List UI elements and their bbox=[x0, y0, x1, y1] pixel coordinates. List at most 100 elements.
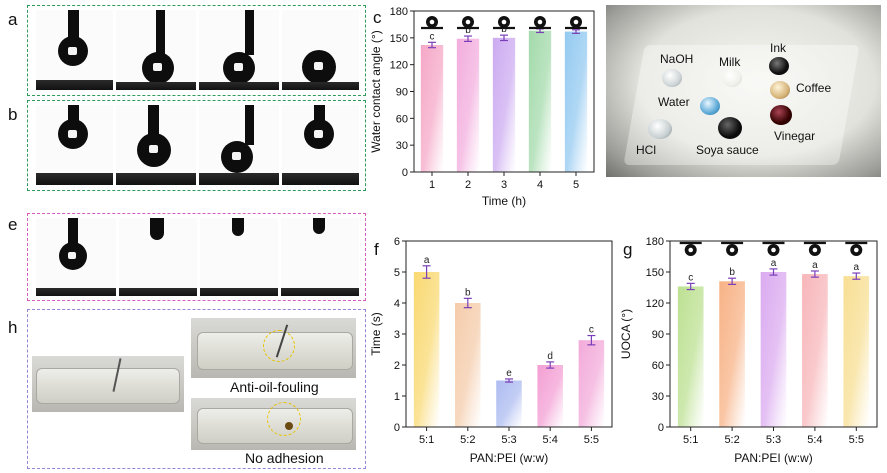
y-tick-label: 30 bbox=[652, 391, 664, 403]
bar-2 bbox=[456, 38, 480, 172]
y-tick-label: 120 bbox=[390, 60, 408, 72]
droplet-photo-e2 bbox=[119, 218, 197, 296]
droplet-photo-b3 bbox=[199, 105, 279, 185]
significance-letter: c bbox=[589, 325, 594, 336]
significance-letter: e bbox=[506, 368, 512, 379]
ink-label: Ink bbox=[770, 41, 787, 55]
x-tick-label: 5:2 bbox=[460, 434, 475, 446]
x-tick-label: 3 bbox=[501, 179, 507, 191]
droplet-photo-b1 bbox=[36, 105, 113, 185]
droplet-highlight bbox=[465, 19, 471, 25]
significance-letter: a bbox=[812, 260, 818, 271]
significance-letter: c bbox=[688, 272, 693, 283]
panel-label-h: h bbox=[8, 318, 18, 337]
bar-5 bbox=[564, 31, 588, 173]
droplet-photo-b2 bbox=[116, 105, 196, 185]
x-tick-label: 5:5 bbox=[584, 434, 599, 446]
naoh-droplet bbox=[662, 69, 682, 87]
panel-a-frame bbox=[27, 5, 366, 96]
y-tick-label: 180 bbox=[390, 6, 408, 18]
y-tick-label: 1 bbox=[394, 391, 400, 403]
coffee-label: Coffee bbox=[796, 81, 832, 95]
significance-letter: d bbox=[547, 351, 553, 362]
bar-5:2 bbox=[719, 281, 745, 427]
x-tick-label: 5:1 bbox=[683, 434, 698, 446]
significance-letter: b bbox=[465, 25, 471, 36]
y-tick-label: 120 bbox=[646, 298, 664, 310]
significance-letter: b bbox=[729, 267, 735, 278]
y-tick-label: 0 bbox=[658, 422, 664, 434]
water-label: Water bbox=[658, 95, 690, 109]
y-tick-label: 180 bbox=[646, 236, 664, 248]
droplet-photo-e3 bbox=[200, 218, 278, 296]
x-tick-label: 5:3 bbox=[501, 434, 516, 446]
y-tick-label: 150 bbox=[646, 267, 664, 279]
bar-5:4 bbox=[537, 365, 563, 427]
y-tick-label: 3 bbox=[394, 329, 400, 341]
panel-label-c: c bbox=[373, 8, 382, 27]
y-tick-label: 4 bbox=[394, 298, 400, 310]
y-tick-label: 60 bbox=[396, 113, 408, 125]
milk-label: Milk bbox=[719, 55, 741, 69]
panel-e-frame bbox=[27, 213, 366, 301]
naoh-label: NaOH bbox=[660, 52, 694, 66]
droplet-highlight bbox=[573, 19, 579, 25]
bar-5:3 bbox=[496, 380, 522, 427]
significance-letter: c bbox=[430, 31, 435, 42]
panel-label-g: g bbox=[623, 240, 633, 259]
x-tick-label: 5:3 bbox=[766, 434, 781, 446]
dish-photo-3 bbox=[191, 398, 356, 450]
ink-droplet bbox=[769, 57, 789, 75]
x-tick-label: 4 bbox=[537, 179, 543, 191]
significance-letter: b bbox=[465, 287, 471, 298]
significance-letter: a bbox=[424, 255, 430, 266]
y-tick-label: 60 bbox=[652, 360, 664, 372]
panel-b-frame bbox=[27, 100, 366, 191]
dish-photo-1 bbox=[32, 356, 184, 412]
x-tick-label: 5 bbox=[573, 179, 579, 191]
y-tick-label: 0 bbox=[394, 422, 400, 434]
droplet-photo-a2 bbox=[116, 10, 196, 90]
x-tick-label: 5:4 bbox=[807, 434, 822, 446]
bar-5:3 bbox=[760, 272, 787, 427]
droplet-highlight bbox=[729, 247, 735, 253]
droplet-photo-e4 bbox=[281, 218, 359, 296]
hcl-label: HCl bbox=[636, 143, 656, 157]
panel-label-a: a bbox=[8, 10, 18, 29]
soya-droplet bbox=[718, 117, 742, 139]
soya-label: Soya sauce bbox=[696, 143, 759, 157]
x-tick-label: 5:5 bbox=[849, 434, 864, 446]
x-tick-label: 1 bbox=[429, 179, 435, 191]
coffee-droplet bbox=[770, 81, 790, 99]
x-axis-label: PAN:PEI (w:w) bbox=[470, 451, 548, 465]
droplet-photo-a4 bbox=[282, 10, 359, 90]
liquid-droplets-photo: NaOH Milk Ink Water Coffee HCl Soya sauc… bbox=[606, 5, 881, 177]
panel-label-b: b bbox=[8, 105, 18, 124]
milk-droplet bbox=[722, 69, 742, 87]
significance-letter: a bbox=[854, 262, 860, 273]
x-axis-label: Time (h) bbox=[482, 194, 526, 208]
bar-5:2 bbox=[455, 303, 481, 427]
water-droplet bbox=[700, 97, 720, 115]
y-tick-label: 5 bbox=[394, 267, 400, 279]
droplet-highlight bbox=[537, 19, 543, 25]
x-tick-label: 5:2 bbox=[724, 434, 739, 446]
y-tick-label: 150 bbox=[390, 33, 408, 45]
vinegar-label: Vinegar bbox=[774, 129, 816, 143]
bar-5:5 bbox=[843, 276, 870, 427]
vinegar-droplet bbox=[770, 105, 792, 125]
x-tick-label: 2 bbox=[465, 179, 471, 191]
panel-label-f: f bbox=[374, 240, 379, 259]
y-axis-label: Time (s) bbox=[369, 312, 383, 356]
bar-5:5 bbox=[578, 340, 605, 427]
panel-h-frame: Anti-oil-fouling No adhesion bbox=[27, 309, 366, 469]
x-tick-label: 5:1 bbox=[419, 434, 434, 446]
droplet-highlight bbox=[771, 247, 776, 253]
dish-photo-2 bbox=[191, 318, 356, 378]
significance-letter: b bbox=[501, 24, 507, 35]
droplet-photo-e1 bbox=[36, 218, 116, 296]
y-tick-label: 90 bbox=[652, 329, 664, 341]
droplet-photo-a3 bbox=[199, 10, 279, 90]
y-tick-label: 90 bbox=[396, 87, 408, 99]
time-chart: a 5:1 b 5:2 e 5:3 d 5:4 c 5:5 0 1 2 3 4 5 6 PAN:PEI (w:w)… bbox=[369, 236, 613, 465]
